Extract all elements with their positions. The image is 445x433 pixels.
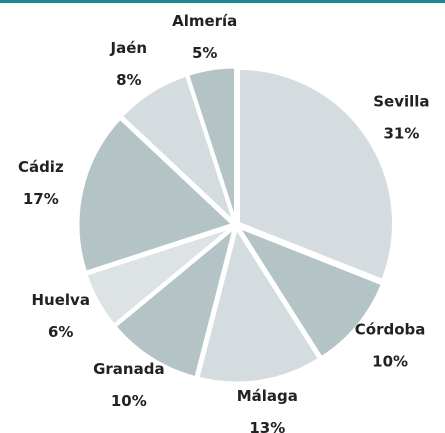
pie-slice xyxy=(112,223,237,380)
slice-value: 5% xyxy=(192,44,217,62)
slice-label: Sevilla xyxy=(373,93,429,111)
pie-slice xyxy=(185,65,238,223)
pie-slice xyxy=(84,225,235,328)
slice-label: Málaga xyxy=(237,387,298,405)
slice-value: 8% xyxy=(116,71,141,89)
pie-slice xyxy=(236,66,395,283)
slice-value: 10% xyxy=(372,353,408,371)
slice-value: 10% xyxy=(111,392,147,410)
slice-value: 13% xyxy=(249,419,285,433)
pie-slice xyxy=(234,223,385,360)
slice-label: Almería xyxy=(172,12,237,30)
slice-label: Cádiz xyxy=(18,158,64,176)
slice-value: 31% xyxy=(383,125,419,143)
slice-label: Granada xyxy=(93,360,165,378)
slice-value: 17% xyxy=(23,190,59,208)
pie-slice xyxy=(196,224,322,385)
slice-label: Huelva xyxy=(32,291,90,309)
slice-label: Jaén xyxy=(110,39,148,57)
top-rule xyxy=(0,0,445,3)
slice-label: Córdoba xyxy=(355,321,426,339)
slice-value: 6% xyxy=(48,323,73,341)
pie-slice xyxy=(76,116,236,275)
